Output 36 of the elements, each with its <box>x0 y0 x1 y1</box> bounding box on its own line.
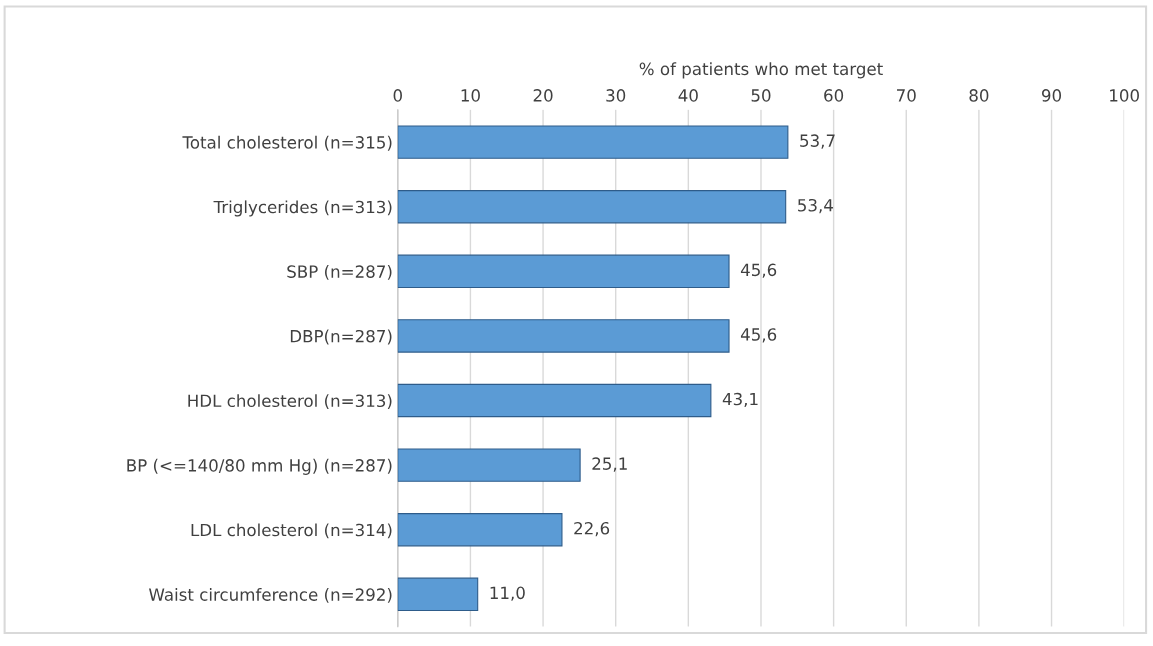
x-tick-label: 10 <box>461 89 480 102</box>
x-tick-label: 20 <box>533 89 553 102</box>
x-tick-label: 70 <box>897 89 916 102</box>
x-tick-label: 0 <box>393 89 402 102</box>
y-tick-label: Total cholesterol (n=315) <box>182 135 392 151</box>
y-tick-label: HDL cholesterol (n=313) <box>188 394 392 410</box>
bar <box>397 319 730 353</box>
y-tick-label: Triglycerides (n=313) <box>213 200 392 217</box>
x-tick-label: 50 <box>751 89 771 102</box>
y-tick-label: Waist circumference (n=292) <box>148 587 392 603</box>
bar <box>397 254 730 289</box>
y-tick-label: DBP(n=287) <box>290 329 392 345</box>
data-label: 25,1 <box>592 457 627 472</box>
data-label: 53,4 <box>798 198 833 214</box>
data-label: 53,7 <box>800 134 835 149</box>
data-label: 45,6 <box>740 328 777 343</box>
bar <box>397 513 563 547</box>
x-tick-label: 30 <box>606 89 626 102</box>
y-tick-label: BP (<=140/80 mm Hg) (n=287) <box>127 458 392 475</box>
x-axis-title: % of patients who met target <box>639 62 883 79</box>
bar <box>397 448 581 482</box>
bar <box>397 577 479 612</box>
y-tick-label: SBP (n=287) <box>287 265 392 280</box>
bar <box>397 190 787 224</box>
data-label: 45,6 <box>740 263 777 278</box>
bar <box>397 125 789 159</box>
x-tick-label: 40 <box>678 89 698 102</box>
data-label: 11,0 <box>490 586 525 601</box>
data-label: 43,1 <box>722 392 758 408</box>
y-tick-label: LDL cholesterol (n=314) <box>191 523 392 539</box>
x-tick-label: 100 <box>1110 89 1139 102</box>
x-tick-label: 90 <box>1041 89 1062 102</box>
x-tick-label: 60 <box>824 89 844 102</box>
bar <box>397 383 712 418</box>
data-label: 22,6 <box>574 521 610 537</box>
x-tick-label: 80 <box>969 89 989 102</box>
